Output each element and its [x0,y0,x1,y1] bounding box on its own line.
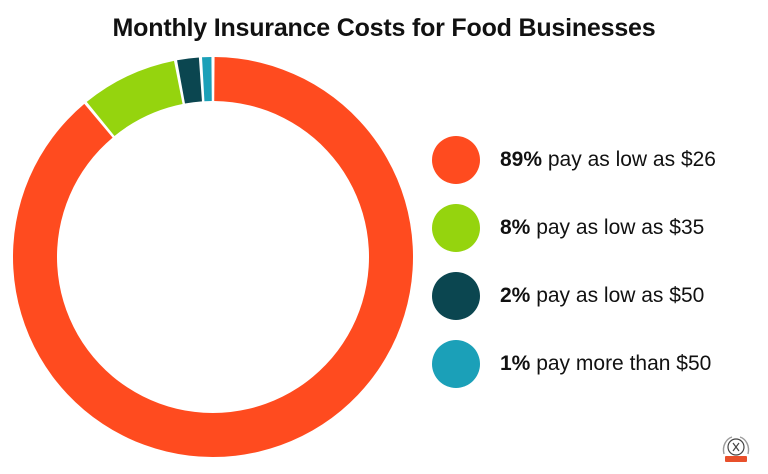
legend-item: 2% pay as low as $50 [432,272,762,320]
legend-item: 1% pay more than $50 [432,340,762,388]
legend-description: pay as low as $26 [547,148,716,171]
legend-description: pay as low as $50 [536,284,705,307]
legend-label: 89% pay as low as $26 [500,148,716,172]
legend-percent: 1% [500,352,531,375]
legend-label: 1% pay more than $50 [500,352,711,376]
legend-swatch-icon [432,204,480,252]
legend-label: 2% pay as low as $50 [500,284,704,308]
legend-swatch-icon [432,340,480,388]
donut-slices [12,57,414,458]
legend-percent: 89% [500,148,543,171]
legend-percent: 8% [500,216,531,239]
legend-item: 89% pay as low as $26 [432,136,762,184]
legend-description: pay as low as $35 [536,216,705,239]
donut-slice-3 [177,57,202,104]
donut-slice-1 [12,57,414,458]
legend-swatch-icon [432,136,480,184]
chart-title: Monthly Insurance Costs for Food Busines… [112,14,656,42]
legend-item: 8% pay as low as $35 [432,204,762,252]
legend-label: 8% pay as low as $35 [500,216,704,240]
donut-slice-2 [86,60,183,137]
legend-description: pay more than $50 [536,352,712,375]
donut-slice-4 [202,57,212,102]
seal-logo-icon [722,436,750,462]
legend-percent: 2% [500,284,531,307]
chart-legend: 89% pay as low as $26 8% pay as low as $… [432,136,762,408]
legend-swatch-icon [432,272,480,320]
